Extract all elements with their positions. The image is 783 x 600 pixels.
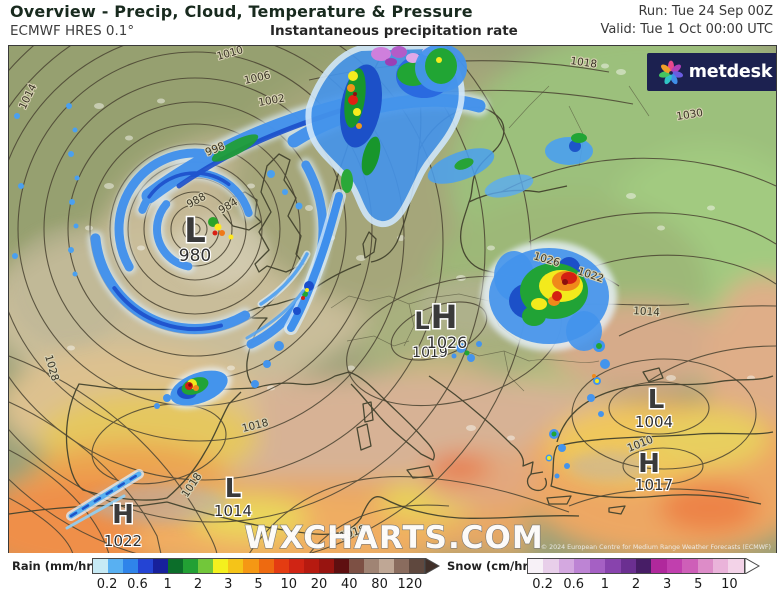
- rain-color-swatch: [408, 559, 425, 573]
- snow-colorbar-arrow: [745, 558, 760, 574]
- rain-tick-label: 1: [163, 577, 172, 592]
- snow-tick-label: 5: [694, 577, 703, 592]
- rain-color-swatch: [258, 559, 274, 573]
- rain-color-swatch: [198, 559, 214, 573]
- precipitation-layer: [12, 46, 617, 530]
- snow-color-swatch: [635, 559, 652, 573]
- rain-color-swatch: [363, 559, 379, 573]
- rain-color-swatch: [108, 559, 124, 573]
- snow-tick-label: 0.6: [563, 577, 585, 592]
- metdesk-logo: metdesk: [647, 53, 776, 91]
- rain-tick-label: 0.2: [96, 577, 118, 592]
- rain-tick-label: 80: [371, 577, 388, 592]
- copyright-text: © 2024 European Centre for Medium Range …: [541, 543, 771, 551]
- metdesk-flower-icon: [658, 60, 683, 85]
- isobar-label: 1030: [676, 107, 704, 123]
- pressure-center-letter: H: [638, 449, 660, 479]
- rain-colorbar: [92, 558, 425, 574]
- snow-color-swatch: [697, 559, 714, 573]
- snow-color-swatch: [728, 559, 744, 573]
- pressure-center-value: 1014: [214, 502, 252, 520]
- snow-tick-label: 1: [600, 577, 609, 592]
- cloud-specks: [67, 63, 755, 441]
- rain-color-swatch: [183, 559, 199, 573]
- pressure-center-letter: L: [648, 385, 665, 415]
- pressure-center-letter: L: [225, 474, 242, 504]
- rain-color-swatch: [93, 559, 109, 573]
- model-label: ECMWF HRES 0.1°: [10, 23, 135, 39]
- rain-color-swatch: [123, 559, 139, 573]
- snow-color-swatch: [620, 559, 636, 573]
- rain-color-swatch: [348, 559, 364, 573]
- legend-bar: Rain (mm/hr) Snow (cm/hr) 0.2 0.6 1 2 3 5 10 20…: [0, 553, 783, 600]
- snow-color-swatch: [682, 559, 698, 573]
- rain-tick-label: 5: [254, 577, 263, 592]
- pressure-center-letter: L: [414, 307, 429, 335]
- rain-color-swatch: [243, 559, 259, 573]
- rain-tick-label: 10: [280, 577, 298, 592]
- isobar-label: 1002: [257, 92, 285, 108]
- metdesk-logo-text: metdesk: [688, 62, 773, 82]
- snow-color-swatch: [713, 559, 729, 573]
- rain-tick-label: 3: [224, 577, 233, 592]
- pressure-center-value: 1026: [427, 333, 468, 352]
- rain-color-swatch: [333, 559, 349, 573]
- rain-colorbar-arrow: [425, 558, 440, 574]
- rain-tick-label: 0.6: [127, 577, 148, 592]
- snow-tick-label: 0.2: [532, 577, 553, 592]
- rain-color-swatch: [168, 559, 184, 573]
- snow-color-swatch: [543, 559, 559, 573]
- layer-subtitle: Instantaneous precipitation rate: [270, 23, 518, 39]
- snow-color-swatch: [605, 559, 621, 573]
- pressure-center-value: 980: [179, 246, 211, 266]
- watermark: WXCHARTS.COM: [244, 520, 543, 554]
- snow-color-swatch: [528, 559, 544, 573]
- valid-time: Valid: Tue 1 Oct 00:00 UTC: [600, 22, 773, 37]
- snow-tick-label: 10: [721, 577, 738, 592]
- pressure-center-value: 1017: [635, 476, 673, 494]
- rain-color-swatch: [138, 559, 154, 573]
- rain-tick-label: 120: [397, 577, 423, 592]
- rain-color-swatch: [318, 559, 334, 573]
- rain-color-swatch: [303, 559, 319, 573]
- pressure-center-value: 1019: [412, 345, 448, 361]
- rain-tick-label: 2: [193, 577, 203, 592]
- pressure-center-letter: L: [184, 211, 206, 251]
- rain-color-swatch: [393, 559, 409, 573]
- snow-color-swatch: [666, 559, 683, 573]
- pressure-center-value: 1004: [635, 413, 673, 431]
- page-title: Overview - Precip, Cloud, Temperature & …: [10, 2, 473, 21]
- snow-color-swatch: [651, 559, 667, 573]
- rain-tick-label: 40: [341, 577, 358, 592]
- map-frame: 1014 1010 1006 1002 998 988 984 1018 1030 1026 102…: [8, 45, 777, 555]
- snow-color-swatch: [589, 559, 606, 573]
- snow-legend-label: Snow (cm/hr): [447, 559, 534, 573]
- run-time: Run: Tue 24 Sep 00Z: [638, 4, 773, 19]
- pressure-center-letter: H: [431, 298, 458, 336]
- rain-color-swatch: [213, 559, 229, 573]
- rain-color-swatch: [288, 559, 304, 573]
- snow-tick-label: 3: [663, 577, 672, 592]
- isobar-label: 1018: [570, 55, 598, 71]
- rain-color-swatch: [228, 559, 244, 573]
- snow-colorbar: [527, 558, 745, 574]
- snow-tick-label: 2: [631, 577, 641, 592]
- rain-color-swatch: [153, 559, 169, 573]
- isobar-label: 1014: [633, 305, 661, 319]
- rain-color-swatch: [273, 559, 289, 573]
- pressure-center-letter: H: [112, 500, 134, 530]
- pressure-center-value: 1022: [104, 532, 142, 550]
- rain-legend-label: Rain (mm/hr): [12, 559, 98, 573]
- rain-color-swatch: [378, 559, 394, 573]
- snow-color-swatch: [558, 559, 575, 573]
- snow-color-swatch: [574, 559, 590, 573]
- rain-tick-label: 20: [310, 577, 328, 592]
